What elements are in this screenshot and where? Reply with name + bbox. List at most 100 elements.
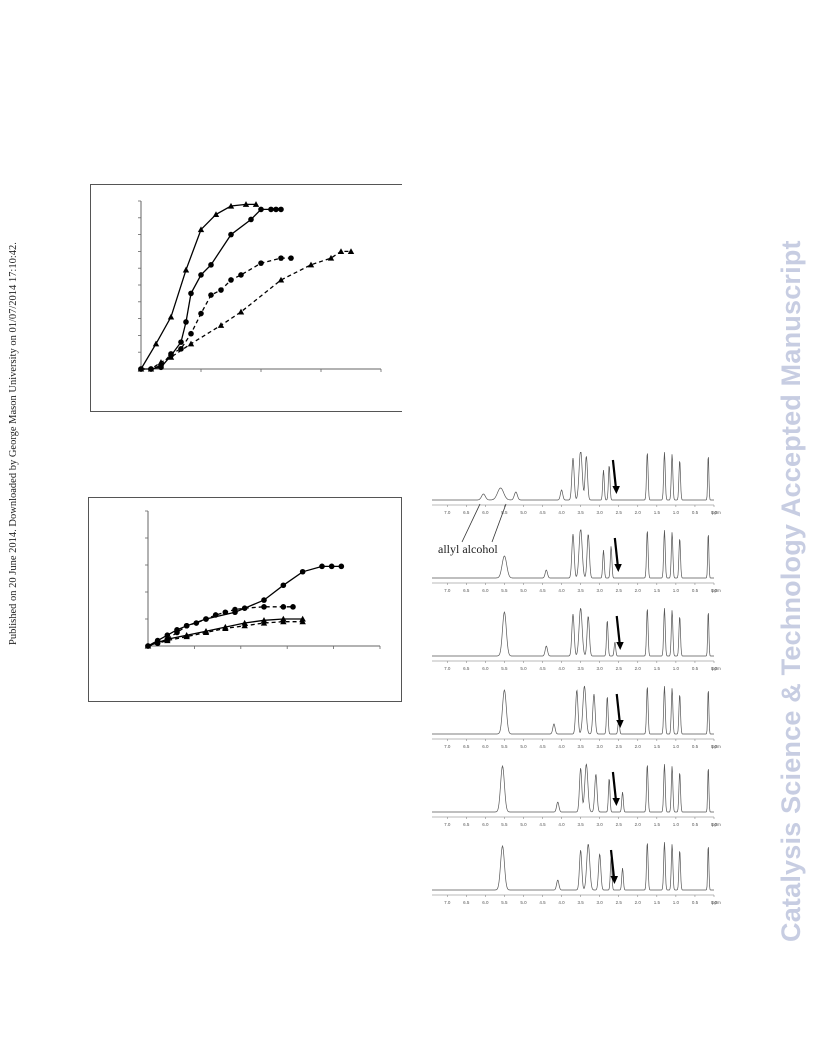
nmr-arrow: [615, 693, 621, 723]
series-2-point: [268, 206, 274, 213]
series-1-point: [319, 563, 325, 570]
nmr-unit-label: ppm: [712, 666, 721, 671]
series-2-point: [258, 206, 264, 213]
nmr-tick-label: 6.0: [482, 588, 489, 593]
series-2-point: [290, 604, 296, 610]
series-1-point: [338, 563, 345, 570]
series-2-point: [241, 605, 248, 611]
nmr-tick-label: 0.0: [711, 510, 718, 515]
series-2-point: [248, 216, 254, 223]
nmr-trace: [432, 529, 714, 579]
nmr-tick-label: 3.5: [577, 744, 584, 749]
nmr-arrow: [611, 771, 618, 801]
series-4-point: [347, 248, 355, 254]
nmr-tick-label: 2.5: [616, 744, 623, 749]
series-2-point: [278, 206, 284, 213]
series-4-point: [327, 254, 335, 261]
nmr-tick-label: 1.5: [654, 666, 661, 671]
nmr-tick-label: 3.0: [597, 588, 604, 593]
nmr-tick-label: 6.5: [463, 588, 470, 593]
nmr-spectra-stack: 7.0 6.5 6.0 5.5 5.0 4.5 4.0 3.5 3.0 2.5 2.0 1.5 1.0 0…: [422, 451, 722, 932]
nmr-trace: [432, 763, 714, 813]
nmr-tick-label: 4.0: [558, 900, 565, 905]
nmr-tick-label: 0.0: [711, 744, 718, 749]
nmr-tick-label: 7.0: [444, 744, 451, 749]
series-1-point: [182, 266, 190, 273]
nmr-tick-label: 6.0: [482, 744, 489, 749]
nmr-tick-label: 4.5: [539, 666, 546, 671]
nmr-tick-label: 6.5: [463, 900, 470, 905]
nmr-tick-label: 2.0: [635, 666, 642, 671]
series-4-point: [307, 261, 315, 268]
series-4-point: [144, 642, 152, 649]
series-2-point: [261, 604, 267, 610]
nmr-tick-label: 1.5: [654, 588, 661, 593]
nmr-arrow-head: [612, 798, 620, 806]
nmr-tick-label: 5.0: [520, 588, 527, 593]
nmr-tick-label: 5.0: [520, 744, 527, 749]
nmr-spectrum-6: 7.0 6.5 6.0 5.5 5.0 4.5 4.0 3.5 3.0 2.5 2.0 1.5 1.0 0…: [432, 842, 721, 905]
nmr-tick-label: 5.5: [501, 666, 508, 671]
series-2-point: [174, 629, 180, 636]
nmr-tick-label: 0.0: [711, 822, 718, 827]
series-3-point: [278, 255, 284, 261]
nmr-tick-label: 1.5: [654, 900, 661, 905]
nmr-arrow: [613, 537, 619, 567]
nmr-spectrum-3: 7.0 6.5 6.0 5.5 5.0 4.5 4.0 3.5 3.0 2.5 2.0 1.5 1.0 0…: [432, 608, 721, 671]
nmr-tick-label: 7.0: [444, 588, 451, 593]
nmr-tick-label: 4.5: [539, 900, 546, 905]
series-2-point: [212, 612, 219, 618]
nmr-tick-label: 0.5: [692, 822, 699, 827]
nmr-tick-label: 6.5: [463, 510, 470, 515]
nmr-tick-label: 2.0: [635, 588, 642, 593]
nmr-tick-label: 6.0: [482, 666, 489, 671]
nmr-tick-label: 0.5: [692, 666, 699, 671]
nmr-tick-label: 2.0: [635, 822, 642, 827]
nmr-arrow-head: [610, 876, 619, 884]
nmr-spectra-svg: 7.0 6.5 6.0 5.5 5.0 4.5 4.0 3.5 3.0 2.5 2.0 1.5 1.0 0…: [432, 451, 721, 905]
allyl-pointer-line: [491, 503, 507, 543]
series-2-point: [203, 616, 209, 622]
nmr-tick-label: 5.0: [520, 822, 527, 827]
series-2-point: [183, 622, 190, 629]
series-3-point: [178, 346, 184, 352]
nmr-tick-label: 3.0: [597, 822, 604, 827]
nmr-trace: [432, 608, 714, 657]
nmr-tick-label: 5.5: [501, 822, 508, 827]
series-2-point: [198, 272, 204, 278]
manuscript-watermark: Catalysis Science & Technology Accepted …: [776, 240, 806, 942]
nmr-arrow-head: [612, 486, 620, 494]
series-4-point: [167, 354, 175, 360]
nmr-tick-label: 1.5: [654, 822, 661, 827]
nmr-tick-label: 4.0: [558, 744, 565, 749]
nmr-trace: [432, 685, 714, 735]
nmr-tick-label: 1.5: [654, 510, 661, 515]
nmr-spectrum-1: 7.0 6.5 6.0 5.5 5.0 4.5 4.0 3.5 3.0 2.5 2.0 1.5 1.0 0…: [432, 451, 721, 515]
nmr-tick-label: 0.5: [692, 900, 699, 905]
series-4-point: [260, 619, 268, 626]
series-4-point: [187, 340, 195, 347]
allyl-alcohol-label: allyl alcohol: [438, 542, 498, 556]
series-1-point: [167, 313, 175, 320]
series-4-point: [280, 618, 287, 625]
series-2-point: [208, 262, 214, 268]
nmr-tick-label: 3.0: [597, 900, 604, 905]
nmr-tick-label: 1.5: [654, 744, 661, 749]
series-2-point: [188, 290, 194, 297]
nmr-spectrum-2: 7.0 6.5 6.0 5.5 5.0 4.5 4.0 3.5 3.0 2.5 2.0 1.5 1.0 0…: [432, 529, 721, 593]
series-1-point: [164, 632, 171, 638]
series-4-point: [241, 622, 248, 629]
series-4-point: [137, 365, 145, 372]
chart-conversion-top: [90, 184, 402, 412]
nmr-tick-label: 7.0: [444, 666, 451, 671]
series-3-point: [208, 292, 214, 298]
nmr-unit-label: ppm: [712, 822, 721, 827]
nmr-arrow-head: [614, 564, 622, 572]
series-4-point: [217, 322, 225, 328]
series-1-point: [252, 201, 260, 207]
series-3-point: [238, 272, 244, 278]
nmr-tick-label: 0.0: [711, 588, 718, 593]
series-2-point: [232, 606, 238, 613]
nmr-arrow: [615, 615, 621, 645]
series-2-line: [141, 208, 281, 370]
